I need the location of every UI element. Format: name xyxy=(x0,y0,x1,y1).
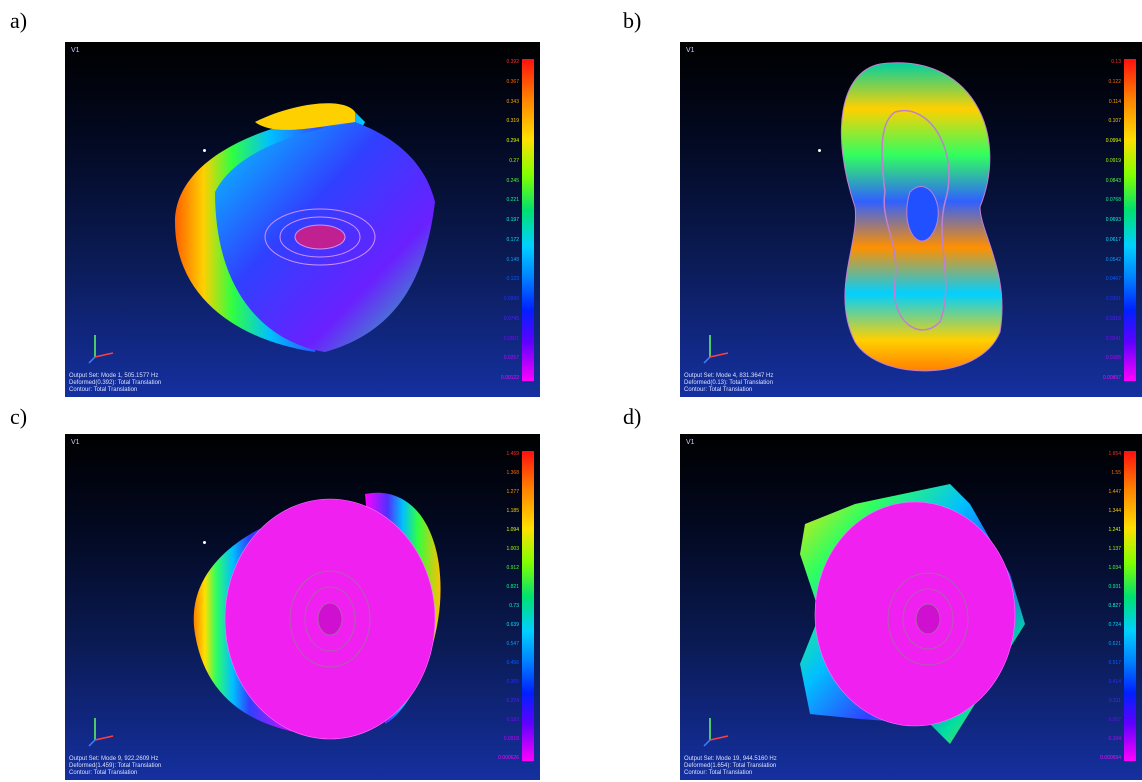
scale-tick-label: 0.0989 xyxy=(503,296,519,302)
scale-tick-label: 0.207 xyxy=(1108,717,1121,723)
scale-tick-label: 0.0316 xyxy=(1105,315,1121,322)
color-scale: 0.392 0.367 0.343 0.319 0.294 0.27 0.245 0.221 0… xyxy=(490,59,534,381)
scale-tick-label: 0.274 xyxy=(506,698,519,704)
info-block: Output Set: Mode 9, 922.2609 Hz Deformed(… xyxy=(69,756,162,776)
scale-tick-label: 1.368 xyxy=(506,470,519,476)
axis-triad-icon xyxy=(88,718,114,747)
scale-tick-label: 0.0542 xyxy=(1105,256,1121,263)
color-scale: 1.459 1.368 1.277 1.185 1.094 1.003 0.912 0.821… xyxy=(490,451,534,761)
scale-tick-label: 0.123 xyxy=(506,276,519,283)
scale-tick-label: 0.0994 xyxy=(1105,138,1121,144)
scale-tick-label: 0.0745 xyxy=(503,315,519,322)
scale-tick-label: 0.319 xyxy=(506,118,519,125)
scale-tick-label: 1.137 xyxy=(1108,546,1121,552)
scale-tick-label: 0.517 xyxy=(1108,660,1121,666)
panel-c: V1 Output Set: Mode 9, 922.2609 Hz Deform… xyxy=(65,434,540,780)
panel-label-d: d) xyxy=(623,404,642,429)
mode-shape-a xyxy=(175,103,435,352)
scale-tick-label: 0.0918 xyxy=(503,736,519,742)
scale-tick-label: 0.931 xyxy=(1108,584,1121,590)
scale-tick-label: 1.185 xyxy=(506,508,519,514)
view-tag: V1 xyxy=(686,47,695,54)
scale-tick-label: 0.456 xyxy=(506,660,519,666)
scale-tick-label: 0.172 xyxy=(506,236,519,243)
panel-d: V1 Output Set: Mode 19, 944.5160 Hz Defor… xyxy=(680,434,1142,780)
scale-tick-label: 0.0919 xyxy=(1105,157,1121,164)
scale-tick-label: 0.912 xyxy=(506,565,519,571)
scale-tick-label: 0.148 xyxy=(506,256,519,263)
scale-tick-label: 0.311 xyxy=(1108,698,1121,704)
panel-a: V1 Output Set: Mode 1, 505.1577 Hz Deform… xyxy=(65,42,540,397)
origin-marker xyxy=(818,149,821,152)
scale-tick-label: 0.13 xyxy=(1111,59,1121,65)
view-tag: V1 xyxy=(71,47,80,54)
scale-tick-label: 0.0501 xyxy=(503,335,519,342)
scale-tick-label: 0.821 xyxy=(506,584,519,590)
mode-shape-b xyxy=(840,62,1003,372)
scale-tick-label: 0.00122 xyxy=(500,375,519,381)
info-block: Output Set: Mode 4, 831.3647 Hz Deformed(… xyxy=(684,373,774,393)
scale-tick-label: 0.0391 xyxy=(1105,296,1121,302)
scale-tick-label: 0.183 xyxy=(506,717,519,723)
scale-tick-label: 1.654 xyxy=(1108,451,1121,457)
scale-tick-label: 0.621 xyxy=(1108,641,1121,647)
scale-tick-label: 1.344 xyxy=(1108,508,1121,514)
panel-label-b: b) xyxy=(623,8,642,33)
scale-tick-label: 0.367 xyxy=(506,78,519,85)
scale-tick-label: 0.197 xyxy=(506,217,519,223)
info-block: Output Set: Mode 1, 505.1577 Hz Deformed(… xyxy=(69,373,162,393)
scale-tick-label: 0.00897 xyxy=(1102,375,1121,381)
scale-tick-label: 0.114 xyxy=(1108,98,1121,105)
scale-tick-label: 0.0165 xyxy=(1105,355,1121,362)
scale-tick-label: 0.0768 xyxy=(1105,197,1121,204)
scale-tick-label: 1.447 xyxy=(1108,489,1121,495)
color-scale: 1.654 1.55 1.447 1.344 1.241 1.137 1.034 0.931 0… xyxy=(1092,451,1136,761)
scale-tick-label: 1.459 xyxy=(506,451,519,457)
axis-triad-icon xyxy=(703,335,729,364)
origin-marker xyxy=(203,149,206,152)
scale-tick-label: 1.277 xyxy=(506,489,519,495)
scale-tick-label: 0.245 xyxy=(506,177,519,184)
axis-triad-icon xyxy=(88,335,114,364)
scale-tick-label: 0.0693 xyxy=(1105,217,1121,223)
scale-tick-label: 0.0617 xyxy=(1105,236,1121,243)
scale-tick-label: 0.73 xyxy=(509,603,519,609)
scale-tick-label: 0.0843 xyxy=(1105,177,1121,184)
scale-tick-label: 1.094 xyxy=(506,527,519,533)
scale-tick-label: 0.365 xyxy=(506,679,519,685)
view-tag: V1 xyxy=(686,439,695,446)
scale-tick-label: 0.000626 xyxy=(498,755,519,761)
panel-label-c: c) xyxy=(10,404,28,429)
scale-tick-label: 1.003 xyxy=(506,546,519,552)
scale-tick-label: 0.392 xyxy=(506,59,519,65)
scale-tick-label: 0.0467 xyxy=(1105,276,1121,283)
scale-tick-label: 0.0241 xyxy=(1105,335,1121,342)
info-block: Output Set: Mode 19, 944.5160 Hz Deformed… xyxy=(684,756,777,776)
scale-tick-label: 0.27 xyxy=(509,157,519,164)
scale-tick-label: 1.034 xyxy=(1108,565,1121,571)
panel-b: V1 Output Set: Mode 4, 831.3647 Hz Deform… xyxy=(680,42,1142,397)
scale-tick-label: 0.827 xyxy=(1108,603,1121,609)
panel-label-a: a) xyxy=(10,8,28,33)
scale-tick-label: 0.000694 xyxy=(1100,755,1121,761)
scale-tick-label: 0.294 xyxy=(506,138,519,144)
scale-tick-label: 1.241 xyxy=(1108,527,1121,533)
scale-tick-label: 0.639 xyxy=(506,622,519,628)
scale-tick-label: 1.55 xyxy=(1111,470,1121,476)
scale-tick-label: 0.0257 xyxy=(503,355,519,362)
view-tag: V1 xyxy=(71,439,80,446)
scale-tick-label: 0.724 xyxy=(1108,622,1121,628)
color-scale: 0.13 0.122 0.114 0.107 0.0994 0.0919 0.0843 0.0… xyxy=(1092,59,1136,381)
axis-triad-icon xyxy=(703,718,729,747)
scale-tick-label: 0.107 xyxy=(1108,118,1121,125)
scale-tick-label: 0.547 xyxy=(506,641,519,647)
origin-marker xyxy=(203,541,206,544)
scale-tick-label: 0.221 xyxy=(506,197,519,204)
mode-shape-c xyxy=(193,492,441,740)
scale-tick-label: 0.414 xyxy=(1108,679,1121,685)
scale-tick-label: 0.343 xyxy=(506,98,519,105)
mode-shape-d xyxy=(800,484,1025,744)
scale-tick-label: 0.104 xyxy=(1108,736,1121,742)
scale-tick-label: 0.122 xyxy=(1108,78,1121,85)
